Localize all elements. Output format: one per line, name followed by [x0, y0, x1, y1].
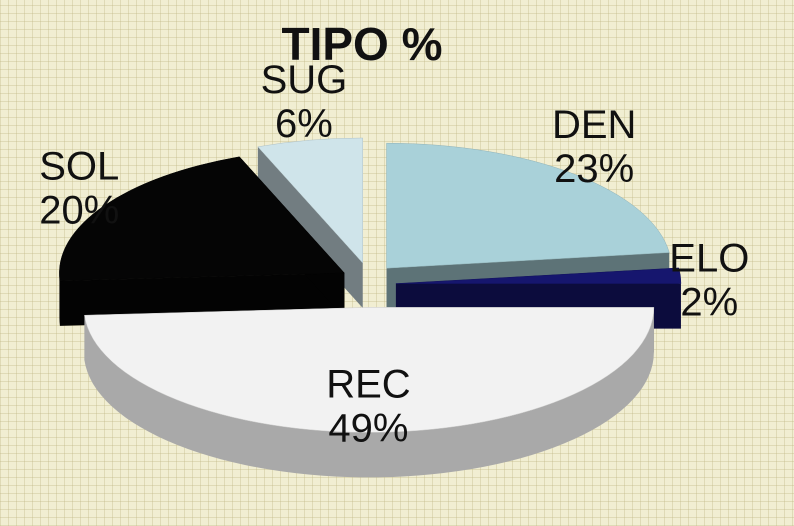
label-value: 49% [328, 406, 408, 450]
slice-side [84, 307, 654, 478]
label-category: ELO [669, 236, 749, 280]
slice-side [59, 272, 60, 326]
label-value: 6% [275, 102, 333, 146]
label-category: SUG [261, 58, 348, 102]
slice [386, 142, 670, 269]
label-category: SOL [39, 145, 119, 189]
label-value: 23% [554, 147, 634, 191]
label-category: REC [326, 362, 410, 406]
slice [257, 137, 364, 264]
label-value: 2% [680, 280, 738, 324]
slice [84, 307, 655, 433]
chart-title: TIPO % [281, 18, 442, 70]
label-category: DEN [552, 103, 636, 147]
slice [395, 267, 682, 284]
slice-tops [59, 137, 682, 433]
pie [59, 137, 682, 478]
slice [59, 156, 345, 282]
label-value: 20% [39, 189, 119, 233]
